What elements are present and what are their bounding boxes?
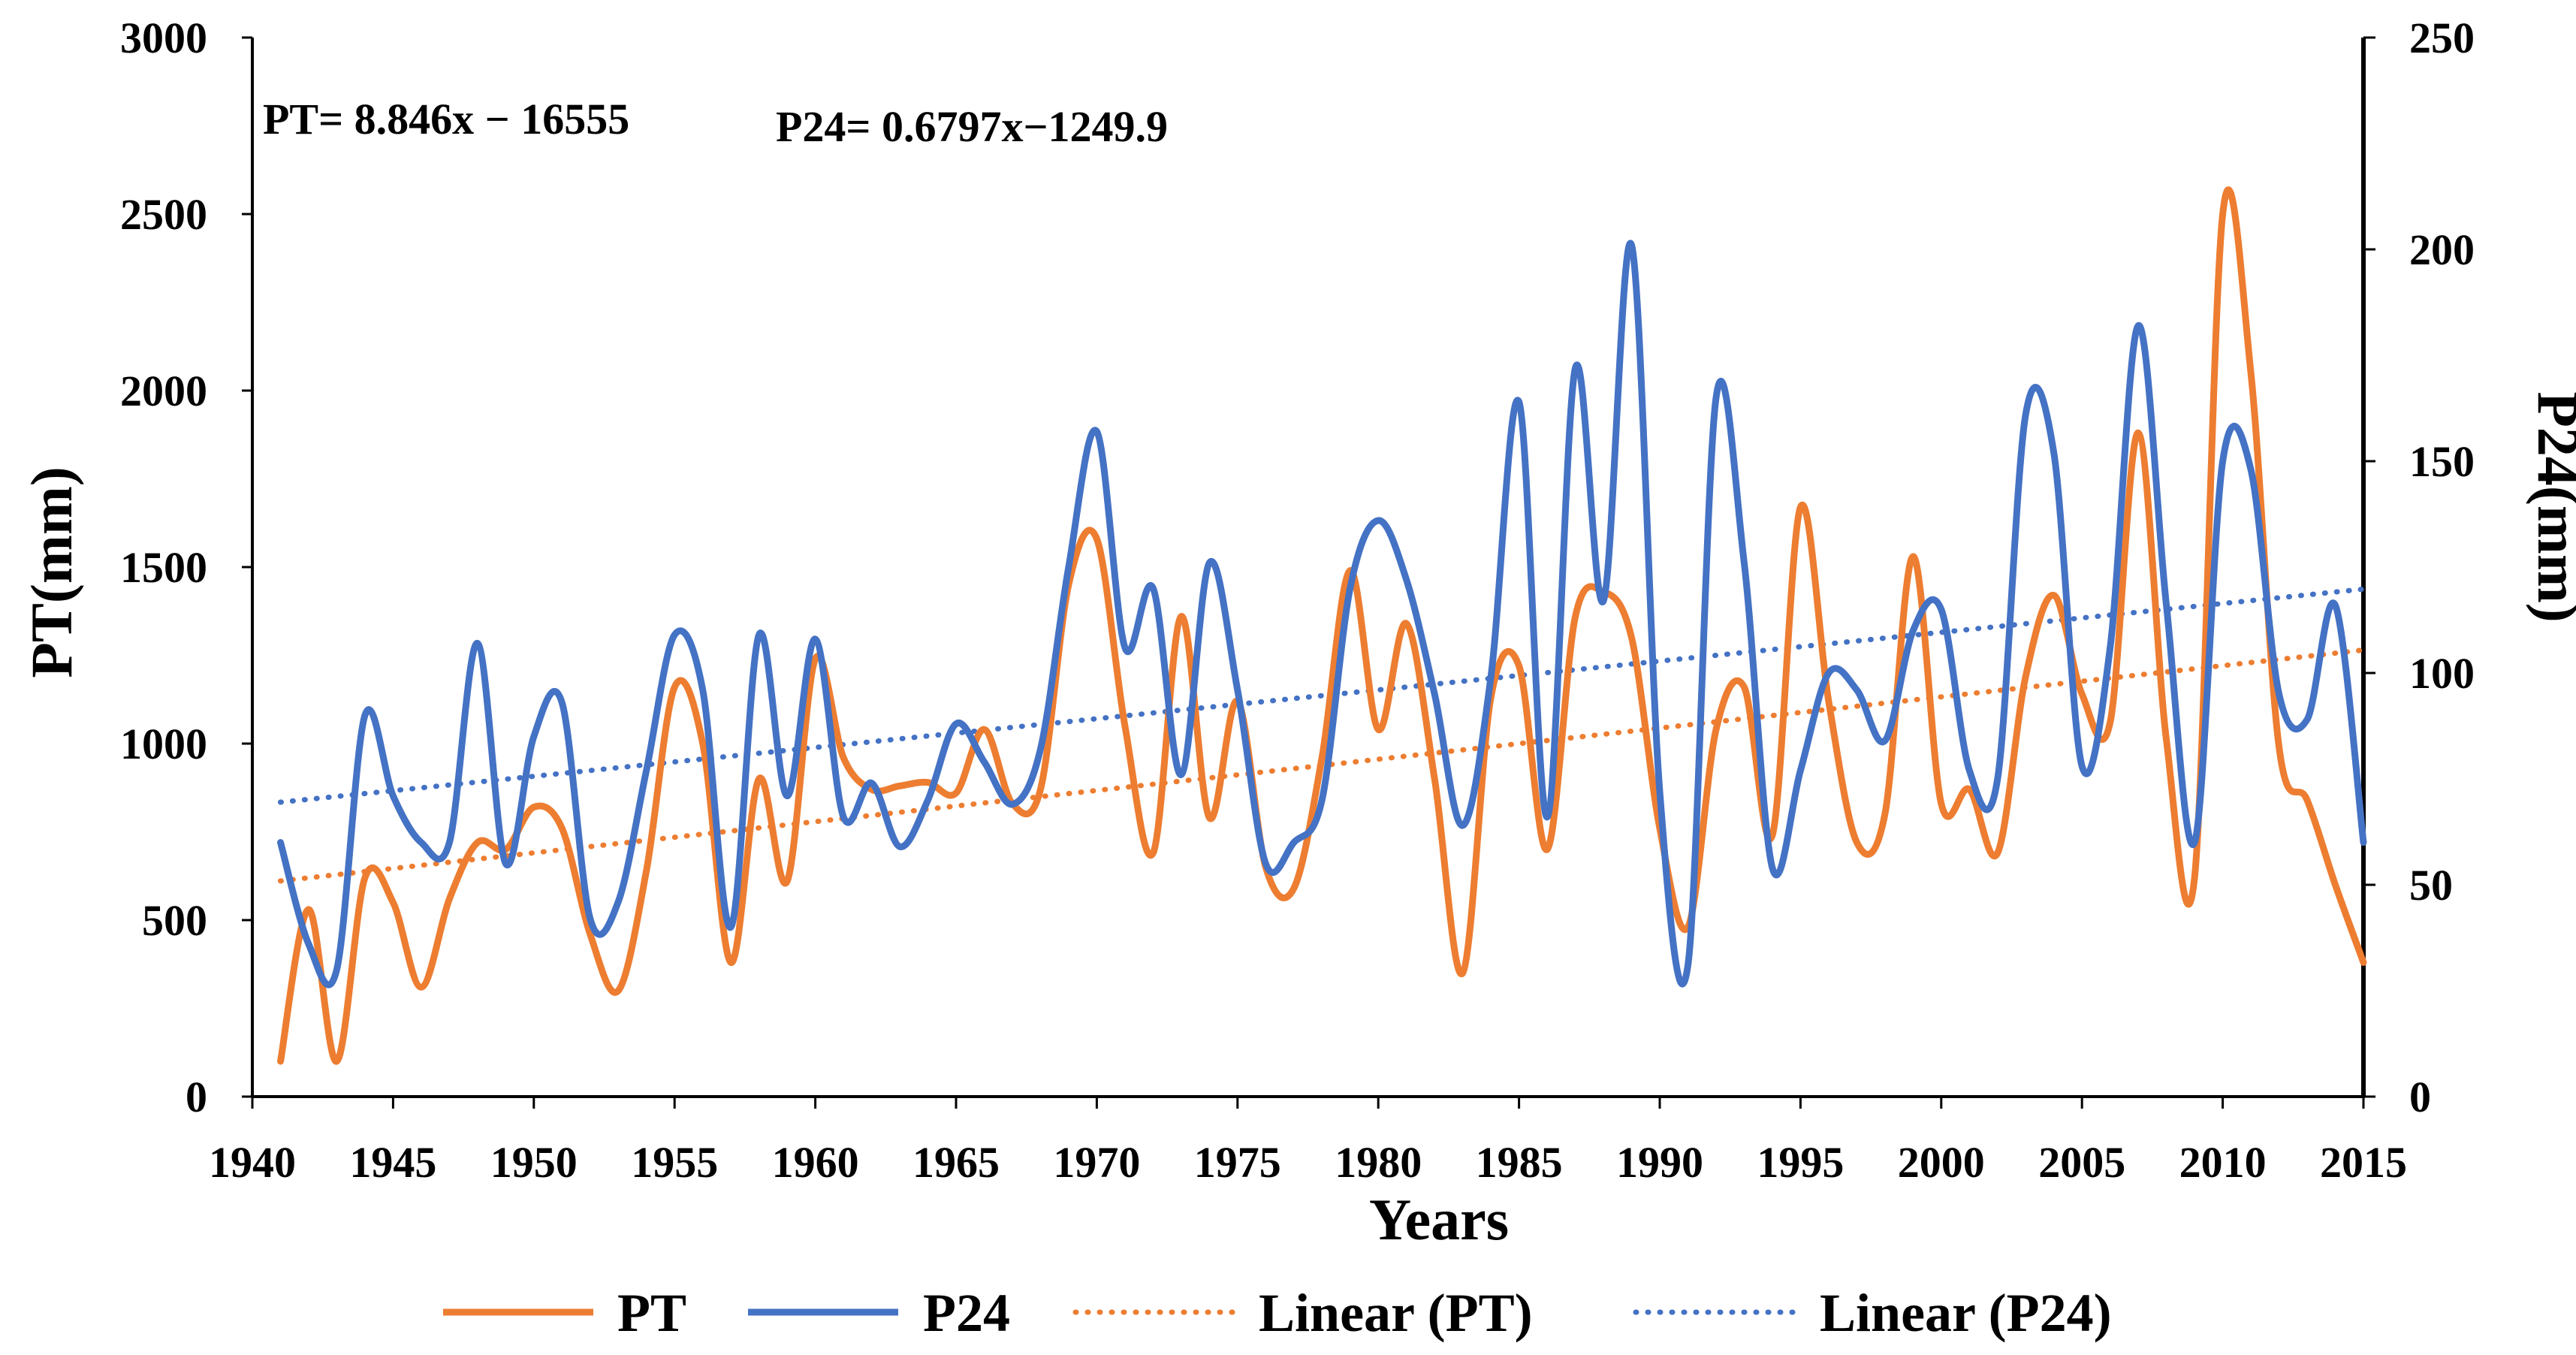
y2-axis-title: P24(mm) [2526,391,2576,623]
y2-tick-label: 100 [2409,649,2475,698]
x-tick-label: 1960 [772,1138,859,1187]
x-tick-label: 1985 [1476,1138,1563,1187]
x-axis-ticks: 1940 1945 1950 1955 1960 1965 1970 1975 1980 1985… [209,1097,2407,1187]
series-lines [277,186,2367,1065]
x-tick-label: 1955 [631,1138,718,1187]
legend-label-p24: P24 [923,1283,1010,1343]
y-axis-title: PT(mm) [19,466,84,678]
x-axis-title: Years [1369,1187,1509,1252]
series-line-pt [277,186,2367,1065]
legend-label-pt: PT [617,1283,686,1343]
trend-line-linear-p24 [277,586,2366,805]
x-tick-label: 1965 [912,1138,1000,1187]
y-tick-label: 2500 [120,190,207,239]
x-tick-label: 1945 [349,1138,436,1187]
legend-label-linear-p24: Linear (P24) [1820,1283,2112,1343]
x-tick-label: 1970 [1053,1138,1140,1187]
x-tick-label: 1980 [1335,1138,1422,1187]
x-tick-label: 2005 [2038,1138,2125,1187]
y2-tick-label: 250 [2409,14,2475,62]
y-tick-label: 2000 [120,367,207,415]
y-axis-ticks: 0 500 1000 1500 2000 2500 3000 [120,14,252,1121]
y2-tick-label: 150 [2409,437,2475,486]
y2-tick-label: 50 [2409,861,2453,910]
x-tick-label: 1975 [1194,1138,1281,1187]
x-tick-label: 1950 [490,1138,578,1187]
y-tick-label: 1000 [120,720,207,768]
series-line-p24 [277,240,2367,988]
p24-trend-equation: P24= 0.6797x−1249.9 [776,102,1168,151]
y-tick-label: 1500 [120,543,207,592]
y2-tick-label: 0 [2409,1073,2431,1121]
y-tick-label: 500 [142,896,207,945]
y2-axis-ticks: 0 50 100 150 200 250 [2363,14,2475,1121]
pt-trend-equation: PT= 8.846x − 16555 [263,95,629,143]
legend-label-linear-pt: Linear (PT) [1259,1283,1533,1343]
x-tick-label: 1990 [1616,1138,1703,1187]
x-tick-label: 2000 [1898,1138,1985,1187]
y-tick-label: 0 [186,1073,207,1121]
x-tick-label: 1995 [1757,1138,1844,1187]
legend: PT P24 Linear (PT) Linear (P24) [443,1283,2112,1343]
y2-tick-label: 200 [2409,225,2475,274]
x-tick-label: 2010 [2179,1138,2267,1187]
x-tick-label: 2015 [2320,1138,2407,1187]
x-tick-label: 1940 [209,1138,296,1187]
y-tick-label: 3000 [120,14,207,62]
